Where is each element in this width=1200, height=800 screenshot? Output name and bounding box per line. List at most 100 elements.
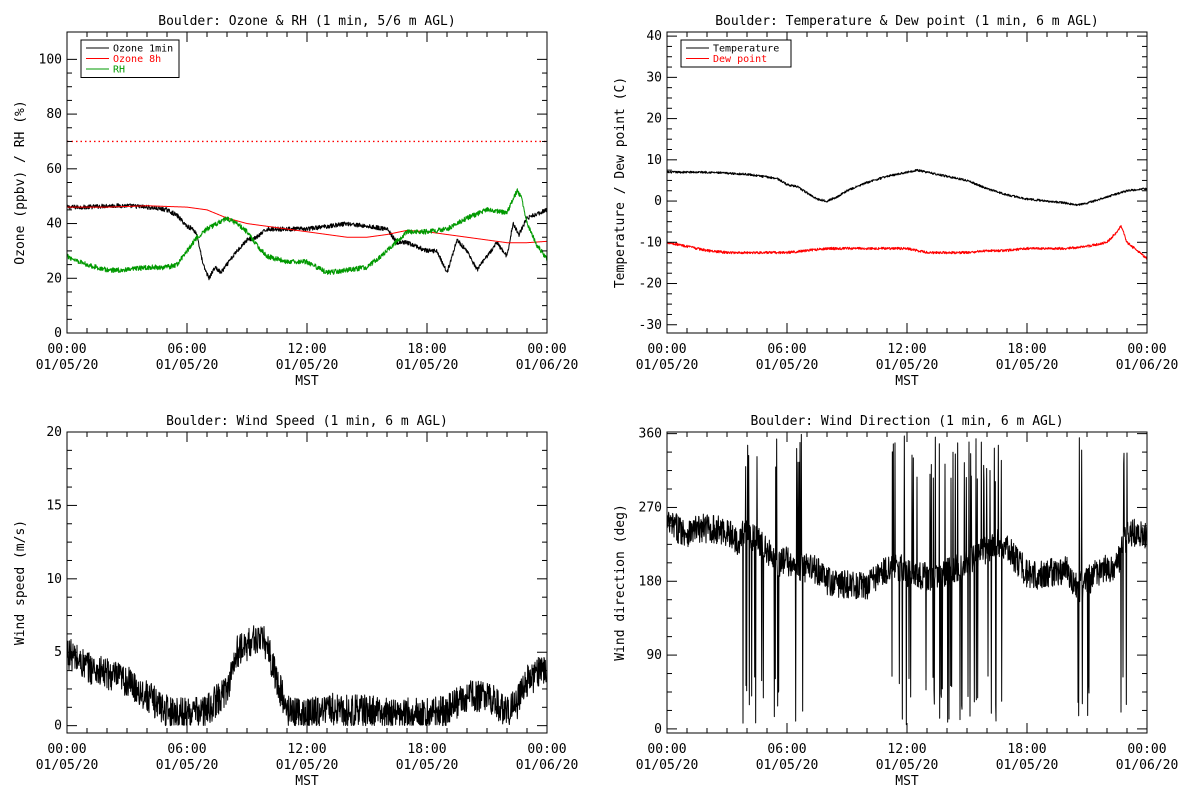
wind-speed-chart: Boulder: Wind Speed (1 min, 6 m AGL) Wind… (13, 414, 578, 789)
y-tick-label: 0 (54, 326, 62, 341)
x-axis-label: MST (295, 374, 319, 389)
x-tick-date-label: 01/05/20 (156, 758, 219, 773)
x-tick-date-label: 01/05/20 (876, 758, 939, 773)
y-tick-label: 10 (46, 572, 62, 587)
x-tick-time-label: 00:00 (647, 742, 686, 757)
y-tick-label: 15 (46, 498, 62, 513)
series-line-ozone-8h (67, 205, 547, 244)
wind-direction-chart: Boulder: Wind Direction (1 min, 6 m AGL)… (613, 414, 1178, 789)
legend-label: Ozone 8h (113, 54, 161, 65)
y-tick-label: 30 (646, 70, 662, 85)
x-tick-date-label: 01/05/20 (156, 358, 219, 373)
chart-title: Boulder: Wind Speed (1 min, 6 m AGL) (166, 414, 448, 429)
x-tick-time-label: 18:00 (407, 342, 446, 357)
x-tick-time-label: 18:00 (407, 742, 446, 757)
series-line-temperature (667, 168, 1147, 207)
x-tick-date-label: 01/06/20 (516, 358, 579, 373)
y-tick-label: -10 (639, 235, 662, 250)
x-tick-time-label: 00:00 (47, 742, 86, 757)
x-tick-time-label: 00:00 (47, 342, 86, 357)
x-tick-time-label: 18:00 (1007, 342, 1046, 357)
x-tick-date-label: 01/05/20 (36, 758, 99, 773)
y-tick-label: 270 (639, 500, 662, 515)
x-tick-time-label: 06:00 (767, 342, 806, 357)
y-tick-label: 80 (46, 107, 62, 122)
y-axis-label: Ozone (ppbv) / RH (%) (13, 100, 28, 264)
y-tick-label: 60 (46, 162, 62, 177)
legend-box (680, 39, 792, 68)
x-axis-label: MST (895, 374, 919, 389)
x-tick-time-label: 00:00 (527, 742, 566, 757)
y-tick-label: 180 (639, 574, 662, 589)
x-tick-date-label: 01/05/20 (636, 758, 699, 773)
y-tick-label: 0 (654, 722, 662, 737)
legend-label: RH (113, 65, 125, 76)
x-tick-time-label: 12:00 (887, 742, 926, 757)
plot-frame (666, 31, 1148, 334)
x-tick-date-label: 01/05/20 (396, 758, 459, 773)
y-tick-label: 360 (639, 427, 662, 442)
x-tick-time-label: 12:00 (287, 742, 326, 757)
y-tick-label: -30 (639, 318, 662, 333)
y-axis-label: Wind speed (m/s) (13, 520, 28, 645)
x-tick-date-label: 01/06/20 (1116, 758, 1179, 773)
x-tick-time-label: 12:00 (287, 342, 326, 357)
y-tick-label: 40 (46, 217, 62, 232)
chart-title: Boulder: Ozone & RH (1 min, 5/6 m AGL) (158, 14, 455, 29)
y-tick-label: -20 (639, 277, 662, 292)
x-tick-time-label: 06:00 (167, 742, 206, 757)
chart-title: Boulder: Temperature & Dew point (1 min,… (715, 14, 1099, 29)
x-tick-date-label: 01/05/20 (876, 358, 939, 373)
x-tick-date-label: 01/05/20 (996, 358, 1059, 373)
legend-label: Ozone 1min (113, 44, 173, 55)
legend-label: Dew point (713, 54, 767, 65)
series-line-rh (67, 188, 547, 275)
x-tick-time-label: 18:00 (1007, 742, 1046, 757)
x-axis-label: MST (295, 774, 319, 789)
ozone-rh-chart: Boulder: Ozone & RH (1 min, 5/6 m AGL) Oz… (13, 14, 578, 389)
plot-area (667, 168, 1147, 260)
temperature-dewpoint-chart: Boulder: Temperature & Dew point (1 min,… (613, 14, 1178, 389)
y-tick-label: 100 (39, 52, 62, 67)
x-tick-time-label: 06:00 (767, 742, 806, 757)
chart-title: Boulder: Wind Direction (1 min, 6 m AGL) (750, 414, 1063, 429)
x-tick-date-label: 01/05/20 (276, 758, 339, 773)
y-tick-label: 20 (46, 425, 62, 440)
x-tick-date-label: 01/06/20 (516, 758, 579, 773)
y-tick-label: 10 (646, 153, 662, 168)
x-tick-date-label: 01/05/20 (756, 758, 819, 773)
series-line-main (67, 625, 547, 727)
y-tick-label: 20 (46, 271, 62, 286)
plot-area (67, 140, 547, 281)
x-tick-date-label: 01/05/20 (996, 758, 1059, 773)
y-tick-label: 40 (646, 29, 662, 44)
y-tick-label: 20 (646, 112, 662, 127)
series-line-main (667, 433, 1147, 726)
x-tick-date-label: 01/05/20 (636, 358, 699, 373)
y-axis-label: Wind direction (deg) (613, 504, 628, 661)
plot-area (667, 433, 1147, 726)
series-line-ozone-1min (67, 203, 547, 281)
x-tick-date-label: 01/05/20 (396, 358, 459, 373)
x-tick-date-label: 01/05/20 (756, 358, 819, 373)
y-tick-label: 0 (654, 194, 662, 209)
x-tick-time-label: 00:00 (647, 342, 686, 357)
plot-area (67, 625, 547, 727)
y-tick-label: 0 (54, 719, 62, 734)
x-tick-date-label: 01/05/20 (36, 358, 99, 373)
x-tick-time-label: 00:00 (527, 342, 566, 357)
series-line-dew-point (667, 224, 1147, 260)
legend-label: Temperature (713, 44, 779, 55)
x-tick-time-label: 06:00 (167, 342, 206, 357)
x-tick-date-label: 01/06/20 (1116, 358, 1179, 373)
x-tick-time-label: 00:00 (1127, 342, 1166, 357)
x-tick-time-label: 00:00 (1127, 742, 1166, 757)
y-tick-label: 5 (54, 645, 62, 660)
y-axis-label: Temperature / Dew point (C) (613, 77, 628, 288)
y-tick-label: 90 (646, 648, 662, 663)
x-axis-label: MST (895, 774, 919, 789)
x-tick-time-label: 12:00 (887, 342, 926, 357)
